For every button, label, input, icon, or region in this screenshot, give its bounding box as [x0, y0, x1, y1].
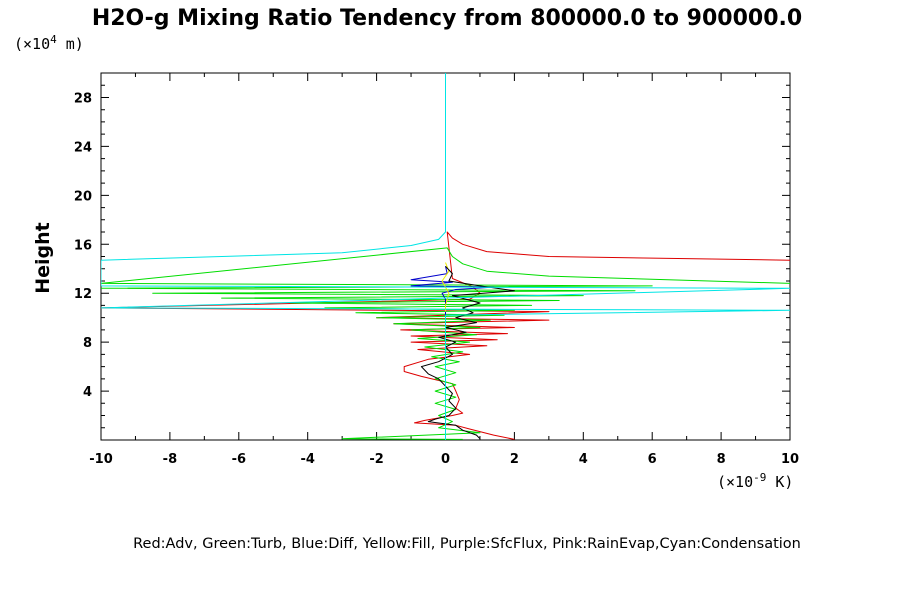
y-tick-label: 8 — [83, 336, 92, 351]
x-tick-label: -6 — [232, 452, 246, 467]
y-tick-labels: 4 8 12 16 20 24 28 — [74, 91, 92, 400]
legend-text: Red:Adv, Green:Turb, Blue:Diff, Yellow:F… — [133, 536, 801, 552]
y-tick-label: 24 — [74, 140, 92, 155]
chart-title: H2O-g Mixing Ratio Tendency from 800000.… — [92, 6, 802, 31]
y-tick-label: 16 — [74, 238, 92, 253]
series-line-5 — [101, 73, 790, 440]
x-tick-label: 0 — [441, 452, 450, 467]
x-tick-label: -4 — [300, 452, 314, 467]
series-line-4 — [420, 265, 515, 440]
y-tick-label: 4 — [83, 385, 92, 400]
series-group — [101, 73, 790, 440]
x-axis-unit: (×10-9 K) — [717, 471, 793, 491]
series-line-2 — [410, 266, 495, 318]
x-tick-label: 8 — [717, 452, 726, 467]
x-tick-label: 2 — [510, 452, 519, 467]
x-tick-label: -8 — [163, 452, 177, 467]
y-axis-label: Height — [32, 222, 54, 294]
x-tick-labels: -10 -8 -6 -4 -2 0 2 4 6 8 10 — [89, 452, 799, 467]
x-tick-label: -2 — [369, 452, 383, 467]
x-tick-label: 6 — [648, 452, 657, 467]
x-tick-label: 4 — [579, 452, 588, 467]
y-tick-label: 28 — [74, 91, 92, 106]
y-tick-label: 20 — [74, 189, 92, 204]
x-tick-label: 10 — [781, 452, 799, 467]
y-tick-label: 12 — [74, 287, 92, 302]
y-axis-unit: (×104 m) — [14, 33, 84, 53]
x-tick-label: -10 — [89, 452, 113, 467]
